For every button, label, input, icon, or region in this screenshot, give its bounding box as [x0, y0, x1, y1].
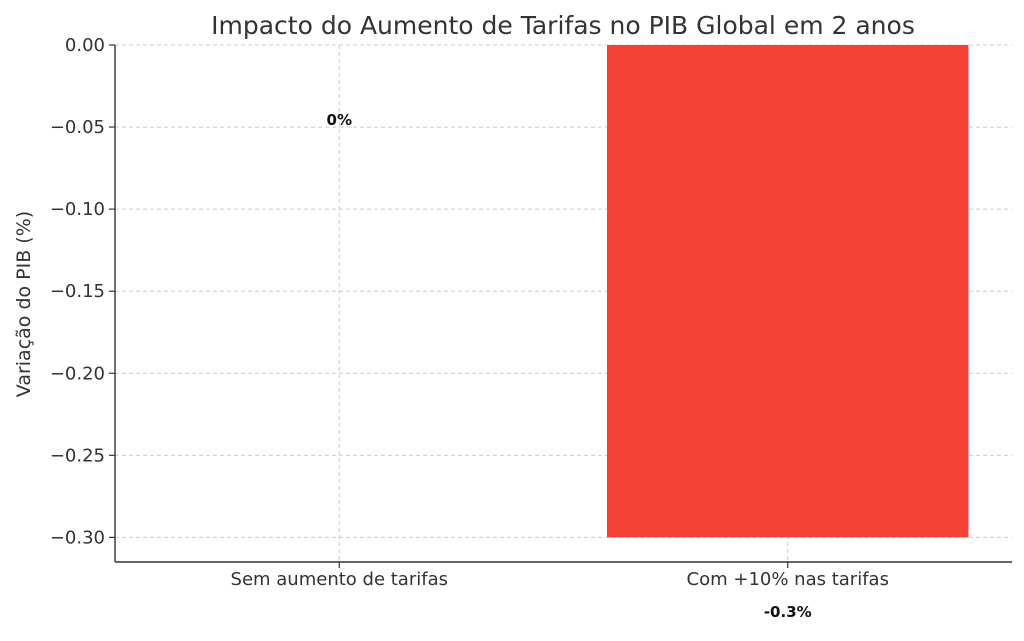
x-tick-label: Sem aumento de tarifas — [231, 569, 448, 590]
x-tick-label: Com +10% nas tarifas — [687, 569, 889, 590]
y-tick-label: 0.00 — [65, 35, 105, 56]
bar-1 — [607, 45, 969, 538]
y-axis-label: Variação do PIB (%) — [13, 211, 35, 397]
axes-layer — [109, 44, 1012, 568]
y-tick-label: −0.20 — [50, 363, 105, 384]
labels-layer: 0.00 −0.05 −0.10 −0.15 −0.20 −0.25 −0.30 Sem au… — [50, 35, 889, 621]
y-tick-label: −0.15 — [50, 281, 105, 302]
chart-title: Impacto do Aumento de Tarifas no PIB Glo… — [211, 11, 915, 40]
y-tick-label: −0.30 — [50, 527, 105, 548]
bars-layer — [607, 45, 969, 538]
data-label: 0% — [327, 111, 352, 129]
y-tick-label: −0.10 — [50, 199, 105, 220]
y-tick-label: −0.25 — [50, 445, 105, 466]
data-label: -0.3% — [764, 603, 812, 621]
y-tick-label: −0.05 — [50, 117, 105, 138]
